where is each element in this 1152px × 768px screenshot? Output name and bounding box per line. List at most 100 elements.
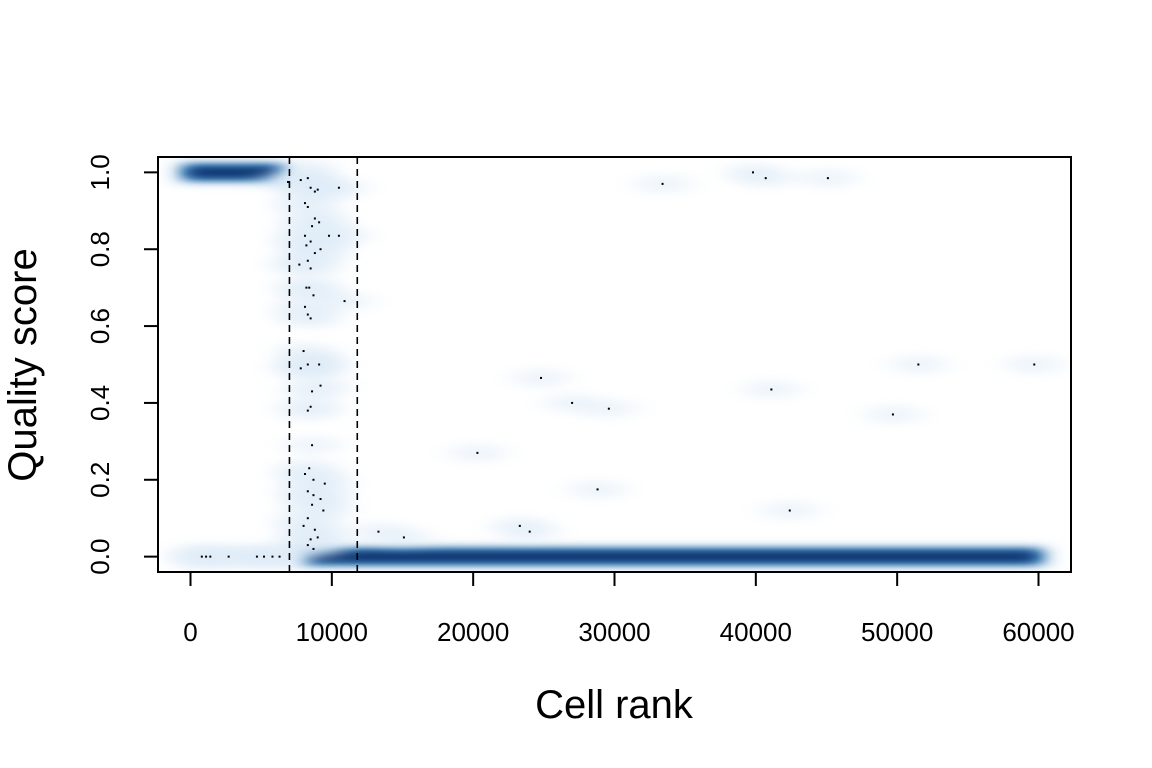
x-axis: 0 10000 20000 30000 40000 50000 60000 — [183, 571, 1075, 647]
data-point — [402, 536, 405, 539]
data-point — [476, 451, 479, 454]
data-point — [305, 244, 308, 247]
y-tick-label: 0.6 — [85, 308, 115, 344]
data-point — [319, 497, 322, 500]
data-point — [337, 234, 340, 237]
data-point — [311, 390, 314, 393]
data-point — [313, 252, 316, 255]
data-point — [309, 186, 312, 189]
data-point — [377, 530, 380, 533]
x-tick-label: 30000 — [578, 617, 650, 647]
data-point — [770, 388, 773, 391]
data-point — [306, 490, 309, 493]
data-point — [209, 555, 212, 558]
data-point — [826, 177, 829, 180]
data-point — [319, 248, 322, 251]
density-band — [176, 160, 290, 185]
data-point — [764, 177, 767, 180]
data-point — [661, 182, 664, 185]
y-axis: 0.0 0.2 0.4 0.6 0.8 1.0 — [85, 154, 159, 575]
data-point — [318, 363, 321, 366]
data-point — [337, 186, 340, 189]
data-point — [271, 555, 274, 558]
data-point — [299, 367, 302, 370]
x-tick-label: 40000 — [720, 617, 792, 647]
data-point — [303, 202, 306, 205]
x-tick-label: 0 — [183, 617, 197, 647]
x-tick-label: 50000 — [861, 617, 933, 647]
x-axis-title: Cell rank — [535, 683, 694, 727]
reference-lines — [288, 157, 359, 572]
data-point — [312, 494, 315, 497]
data-point — [255, 555, 258, 558]
data-point — [308, 286, 311, 289]
data-point — [306, 259, 309, 262]
y-tick-label: 0.8 — [85, 231, 115, 267]
data-point — [309, 405, 312, 408]
data-point — [306, 517, 309, 520]
y-axis-title: Quality score — [1, 248, 45, 481]
data-point — [309, 267, 312, 270]
data-point — [302, 524, 305, 527]
data-point — [518, 524, 521, 527]
y-tick-label: 0.0 — [85, 539, 115, 575]
data-point — [227, 555, 230, 558]
data-point — [309, 240, 312, 243]
y-tick-label: 1.0 — [85, 154, 115, 190]
data-point — [287, 180, 290, 183]
data-point — [312, 294, 315, 297]
data-point — [1033, 363, 1036, 366]
data-point — [305, 286, 308, 289]
data-point — [312, 478, 315, 481]
data-point — [306, 363, 309, 366]
x-tick-label: 10000 — [296, 617, 368, 647]
data-point — [306, 313, 309, 316]
data-point — [298, 263, 301, 266]
data-point — [302, 350, 305, 353]
data-point — [752, 171, 755, 174]
data-point — [313, 190, 316, 193]
density-band — [296, 544, 1049, 569]
data-point — [312, 547, 315, 550]
data-point — [607, 407, 610, 410]
data-point — [311, 225, 314, 228]
data-point — [306, 177, 309, 180]
data-point — [306, 205, 309, 208]
data-point — [278, 555, 281, 558]
data-point — [299, 179, 302, 182]
data-point — [540, 376, 543, 379]
data-point — [200, 555, 203, 558]
data-point — [316, 188, 319, 191]
data-point — [323, 482, 326, 485]
points-layer — [173, 163, 1063, 566]
data-point — [891, 413, 894, 416]
data-point — [318, 221, 321, 224]
data-point — [343, 300, 346, 303]
data-point — [306, 409, 309, 412]
y-tick-label: 0.2 — [85, 462, 115, 498]
data-point — [313, 217, 316, 220]
data-point — [313, 528, 316, 531]
data-point — [528, 530, 531, 533]
data-point — [303, 305, 306, 308]
data-point — [309, 317, 312, 320]
data-point — [322, 509, 325, 512]
data-point — [306, 544, 309, 547]
data-point — [316, 536, 319, 539]
data-point — [788, 509, 791, 512]
data-point — [303, 234, 306, 237]
data-point — [311, 503, 314, 506]
data-point — [319, 384, 322, 387]
data-point — [596, 488, 599, 491]
y-tick-label: 0.4 — [85, 385, 115, 421]
x-tick-label: 20000 — [437, 617, 509, 647]
data-point — [262, 555, 265, 558]
data-point — [309, 538, 312, 541]
data-point — [303, 473, 306, 476]
data-point — [205, 555, 208, 558]
data-point — [917, 363, 920, 366]
x-tick-label: 60000 — [1002, 617, 1074, 647]
data-point — [328, 234, 331, 237]
data-point — [571, 401, 574, 404]
